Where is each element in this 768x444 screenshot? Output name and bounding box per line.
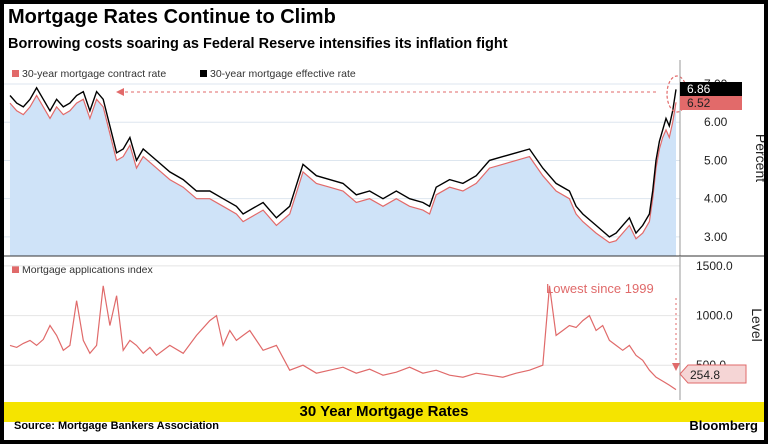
bottom-y-tick-label: 1000.0 bbox=[696, 309, 733, 323]
footer-banner: 30 Year Mortgage Rates bbox=[4, 402, 764, 422]
top-y-tick-label: 5.00 bbox=[704, 153, 728, 167]
lowest-annotation: Lowest since 1999 bbox=[546, 281, 654, 296]
bottom-gridlines bbox=[4, 265, 680, 366]
effective-value-tag bbox=[680, 82, 742, 96]
bottom-y-axis-label: Level bbox=[749, 308, 764, 341]
top-y-tick-label: 6.00 bbox=[704, 115, 728, 129]
contract-value-label: 6.52 bbox=[687, 96, 711, 110]
contract-value-tag bbox=[680, 96, 742, 110]
applications-value-tag bbox=[679, 364, 747, 384]
chart-panel: Mortgage Rates Continue to Climb Borrowi… bbox=[4, 4, 764, 440]
chart-svg: 30-year mortgage contract rate 30-year m… bbox=[4, 60, 764, 400]
lowest-arrowhead bbox=[672, 363, 680, 371]
legend-swatch-effective bbox=[200, 70, 207, 77]
effective-value-label: 6.86 bbox=[687, 82, 711, 96]
contract-rate-line bbox=[9, 94, 677, 244]
applications-value-label: 254.8 bbox=[690, 368, 720, 382]
bottom-y-tick-label: 1500.0 bbox=[696, 259, 733, 273]
top-y-tick-label: 4.00 bbox=[704, 192, 728, 206]
effective-rate-line bbox=[9, 86, 677, 238]
bloomberg-logo: Bloomberg bbox=[689, 418, 758, 433]
legend-swatch-contract bbox=[12, 70, 19, 77]
contract-rate-area bbox=[10, 95, 676, 256]
top-y-tick-label: 3.00 bbox=[704, 230, 728, 244]
legend-label-applications: Mortgage applications index bbox=[22, 264, 153, 276]
peak-arrowhead bbox=[116, 88, 124, 96]
top-y-axis-label: Percent bbox=[753, 134, 764, 182]
page-subtitle: Borrowing costs soaring as Federal Reser… bbox=[8, 36, 508, 52]
source-note: Source: Mortgage Bankers Association bbox=[14, 420, 219, 432]
page-title: Mortgage Rates Continue to Climb bbox=[8, 6, 336, 28]
legend-label-contract: 30-year mortgage contract rate bbox=[22, 68, 166, 80]
legend-swatch-applications bbox=[12, 266, 19, 273]
applications-index-line bbox=[9, 285, 677, 391]
legend-label-effective: 30-year mortgage effective rate bbox=[210, 68, 356, 80]
